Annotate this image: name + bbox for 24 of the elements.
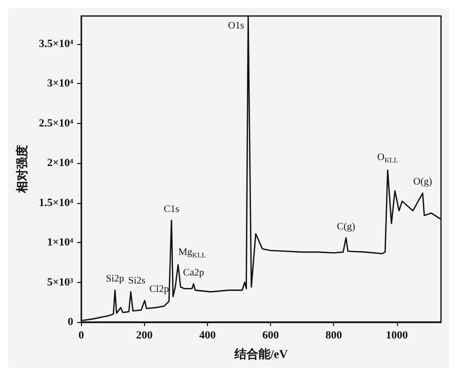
x-tick-label: 800 — [325, 330, 342, 342]
y-tick-label: 2.5×10⁴ — [38, 117, 74, 130]
annotation: Si2s — [128, 275, 146, 286]
x-axis-title: 结合能/eV — [233, 347, 288, 361]
annotation: O(g) — [413, 176, 432, 188]
x-tick-label: 1000 — [386, 330, 408, 342]
y-tick-label: 1.5×10⁴ — [38, 196, 74, 209]
annotation: C(g) — [336, 221, 356, 232]
y-axis-title: 相对强度 — [15, 145, 29, 194]
annotation: Si2p — [106, 274, 124, 285]
x-tick-label: 200 — [136, 330, 154, 342]
annotation: O1s — [228, 20, 244, 32]
y-tick-label: 1×10⁴ — [47, 236, 74, 249]
x-tick-label: 0 — [78, 330, 84, 342]
annotation: C1s — [164, 204, 180, 215]
x-tick-label: 600 — [262, 330, 280, 342]
y-tick-label: 3.5×10⁴ — [38, 38, 74, 50]
y-tick-label: 3×10⁴ — [47, 78, 74, 90]
y-tick-label: 2×10⁴ — [47, 157, 74, 170]
annotation: Cl2p — [149, 284, 169, 296]
annotation: Ca2p — [183, 267, 204, 278]
x-tick-label: 400 — [199, 330, 216, 342]
y-tick-label: 5×10³ — [47, 276, 74, 288]
y-tick-label: 0 — [68, 316, 74, 328]
